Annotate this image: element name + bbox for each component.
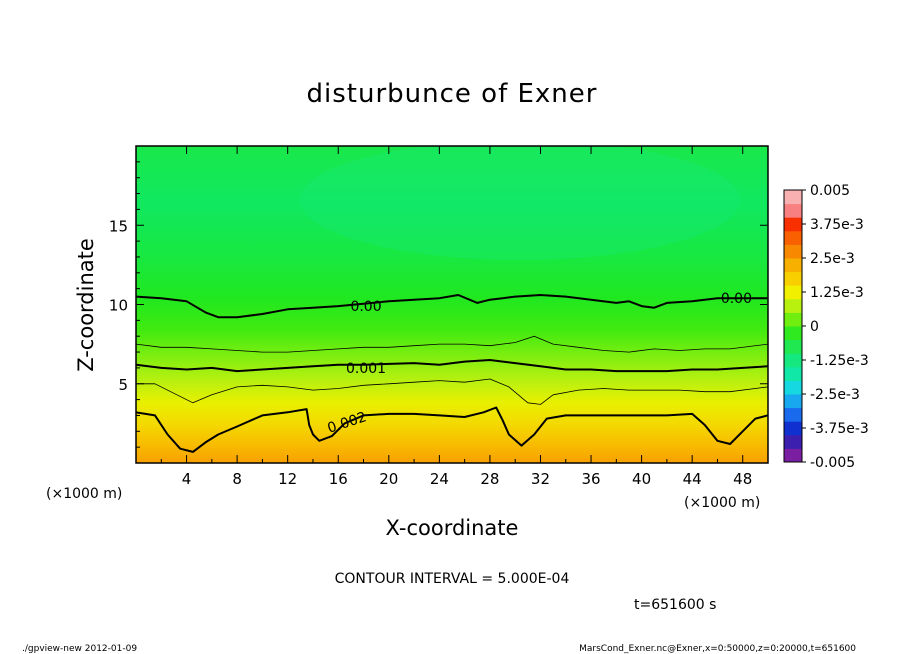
colorbar-label-0: 0.005 (810, 183, 850, 199)
contour-line-4 (136, 406, 768, 453)
contour-line-1 (136, 335, 768, 353)
colorbar-swatch-9 (784, 326, 802, 341)
colorbar-swatch-19 (784, 190, 802, 205)
colorbar-swatch-10 (784, 312, 802, 327)
x-tick-label-7: 32 (531, 470, 550, 488)
x-tick-label-11: 48 (733, 470, 752, 488)
colorbar-label-4: 0 (810, 319, 819, 335)
colorbar-swatch-4 (784, 394, 802, 409)
y-tick-label-0: 5 (118, 376, 128, 394)
colorbar-swatch-15 (784, 244, 802, 259)
contour-line-2 (136, 359, 768, 373)
colorbar-label-8: -0.005 (810, 455, 855, 471)
x-tick-label-6: 28 (480, 470, 499, 488)
contour-field (136, 146, 768, 463)
time-note: t=651600 s (634, 597, 716, 613)
colorbar-swatch-1 (784, 434, 802, 449)
colorbar-swatch-17 (784, 217, 802, 232)
colorbar-label-1: 3.75e-3 (810, 217, 864, 233)
colorbar-swatch-14 (784, 258, 802, 273)
colorbar-swatch-11 (784, 298, 802, 313)
x-tick-label-1: 8 (232, 470, 242, 488)
colorbar-label-5: -1.25e-3 (810, 353, 869, 369)
colorbar-swatch-13 (784, 271, 802, 286)
y-tick-label-2: 15 (109, 217, 128, 235)
chart-title: disturbunce of Exner (307, 79, 598, 109)
colorbar-label-3: 1.25e-3 (810, 285, 864, 301)
contour-label-2: 0.001 (346, 361, 386, 377)
footer-right: MarsCond_Exner.nc@Exner,x=0:50000,z=0:20… (579, 644, 856, 654)
contour-interval-note: CONTOUR INTERVAL = 5.000E-04 (335, 571, 570, 587)
y-axis-label: Z-coordinate (74, 238, 98, 372)
x-tick-label-10: 44 (683, 470, 702, 488)
colorbar-swatch-8 (784, 339, 802, 354)
contour-label-0: 0.00 (350, 299, 381, 315)
colorbar-swatch-16 (784, 230, 802, 245)
colorbar-label-6: -2.5e-3 (810, 387, 860, 403)
x-ticks: 4 8 12 16 20 24 28 32 36 40 44 48 (160, 146, 752, 488)
contour-label-1: 0.00 (721, 291, 752, 307)
contour-line-3 (136, 378, 768, 405)
x-tick-label-8: 36 (581, 470, 600, 488)
x-unit-left: (×1000 m) (46, 486, 122, 502)
contour-lines (136, 294, 768, 453)
contour-line-0 (136, 294, 768, 319)
x-tick-label-9: 40 (632, 470, 651, 488)
colorbar (784, 190, 802, 463)
colorbar-label-7: -3.75e-3 (810, 421, 869, 437)
colorbar-swatch-3 (784, 407, 802, 422)
upper-lobe-shading (300, 146, 740, 260)
colorbar-swatch-7 (784, 353, 802, 368)
x-axis-label: X-coordinate (386, 516, 519, 540)
x-unit-right: (×1000 m) (684, 495, 760, 511)
x-tick-label-0: 4 (182, 470, 192, 488)
footer-left: ./gpview-new 2012-01-09 (22, 644, 137, 654)
colorbar-swatch-6 (784, 366, 802, 381)
x-tick-label-5: 24 (430, 470, 449, 488)
colorbar-swatch-0 (784, 448, 802, 463)
colorbar-swatch-12 (784, 285, 802, 300)
y-ticks: 5 10 15 (109, 161, 768, 448)
x-tick-label-4: 20 (379, 470, 398, 488)
y-tick-label-1: 10 (109, 297, 128, 315)
x-tick-label-3: 16 (329, 470, 348, 488)
colorbar-label-2: 2.5e-3 (810, 251, 855, 267)
colorbar-swatch-5 (784, 380, 802, 395)
colorbar-labels: 0.005 3.75e-3 2.5e-3 1.25e-3 0 -1.25e-3 -2.5e-… (802, 183, 869, 471)
colorbar-swatch-18 (784, 203, 802, 218)
colorbar-swatch-2 (784, 421, 802, 436)
x-tick-label-2: 12 (278, 470, 297, 488)
